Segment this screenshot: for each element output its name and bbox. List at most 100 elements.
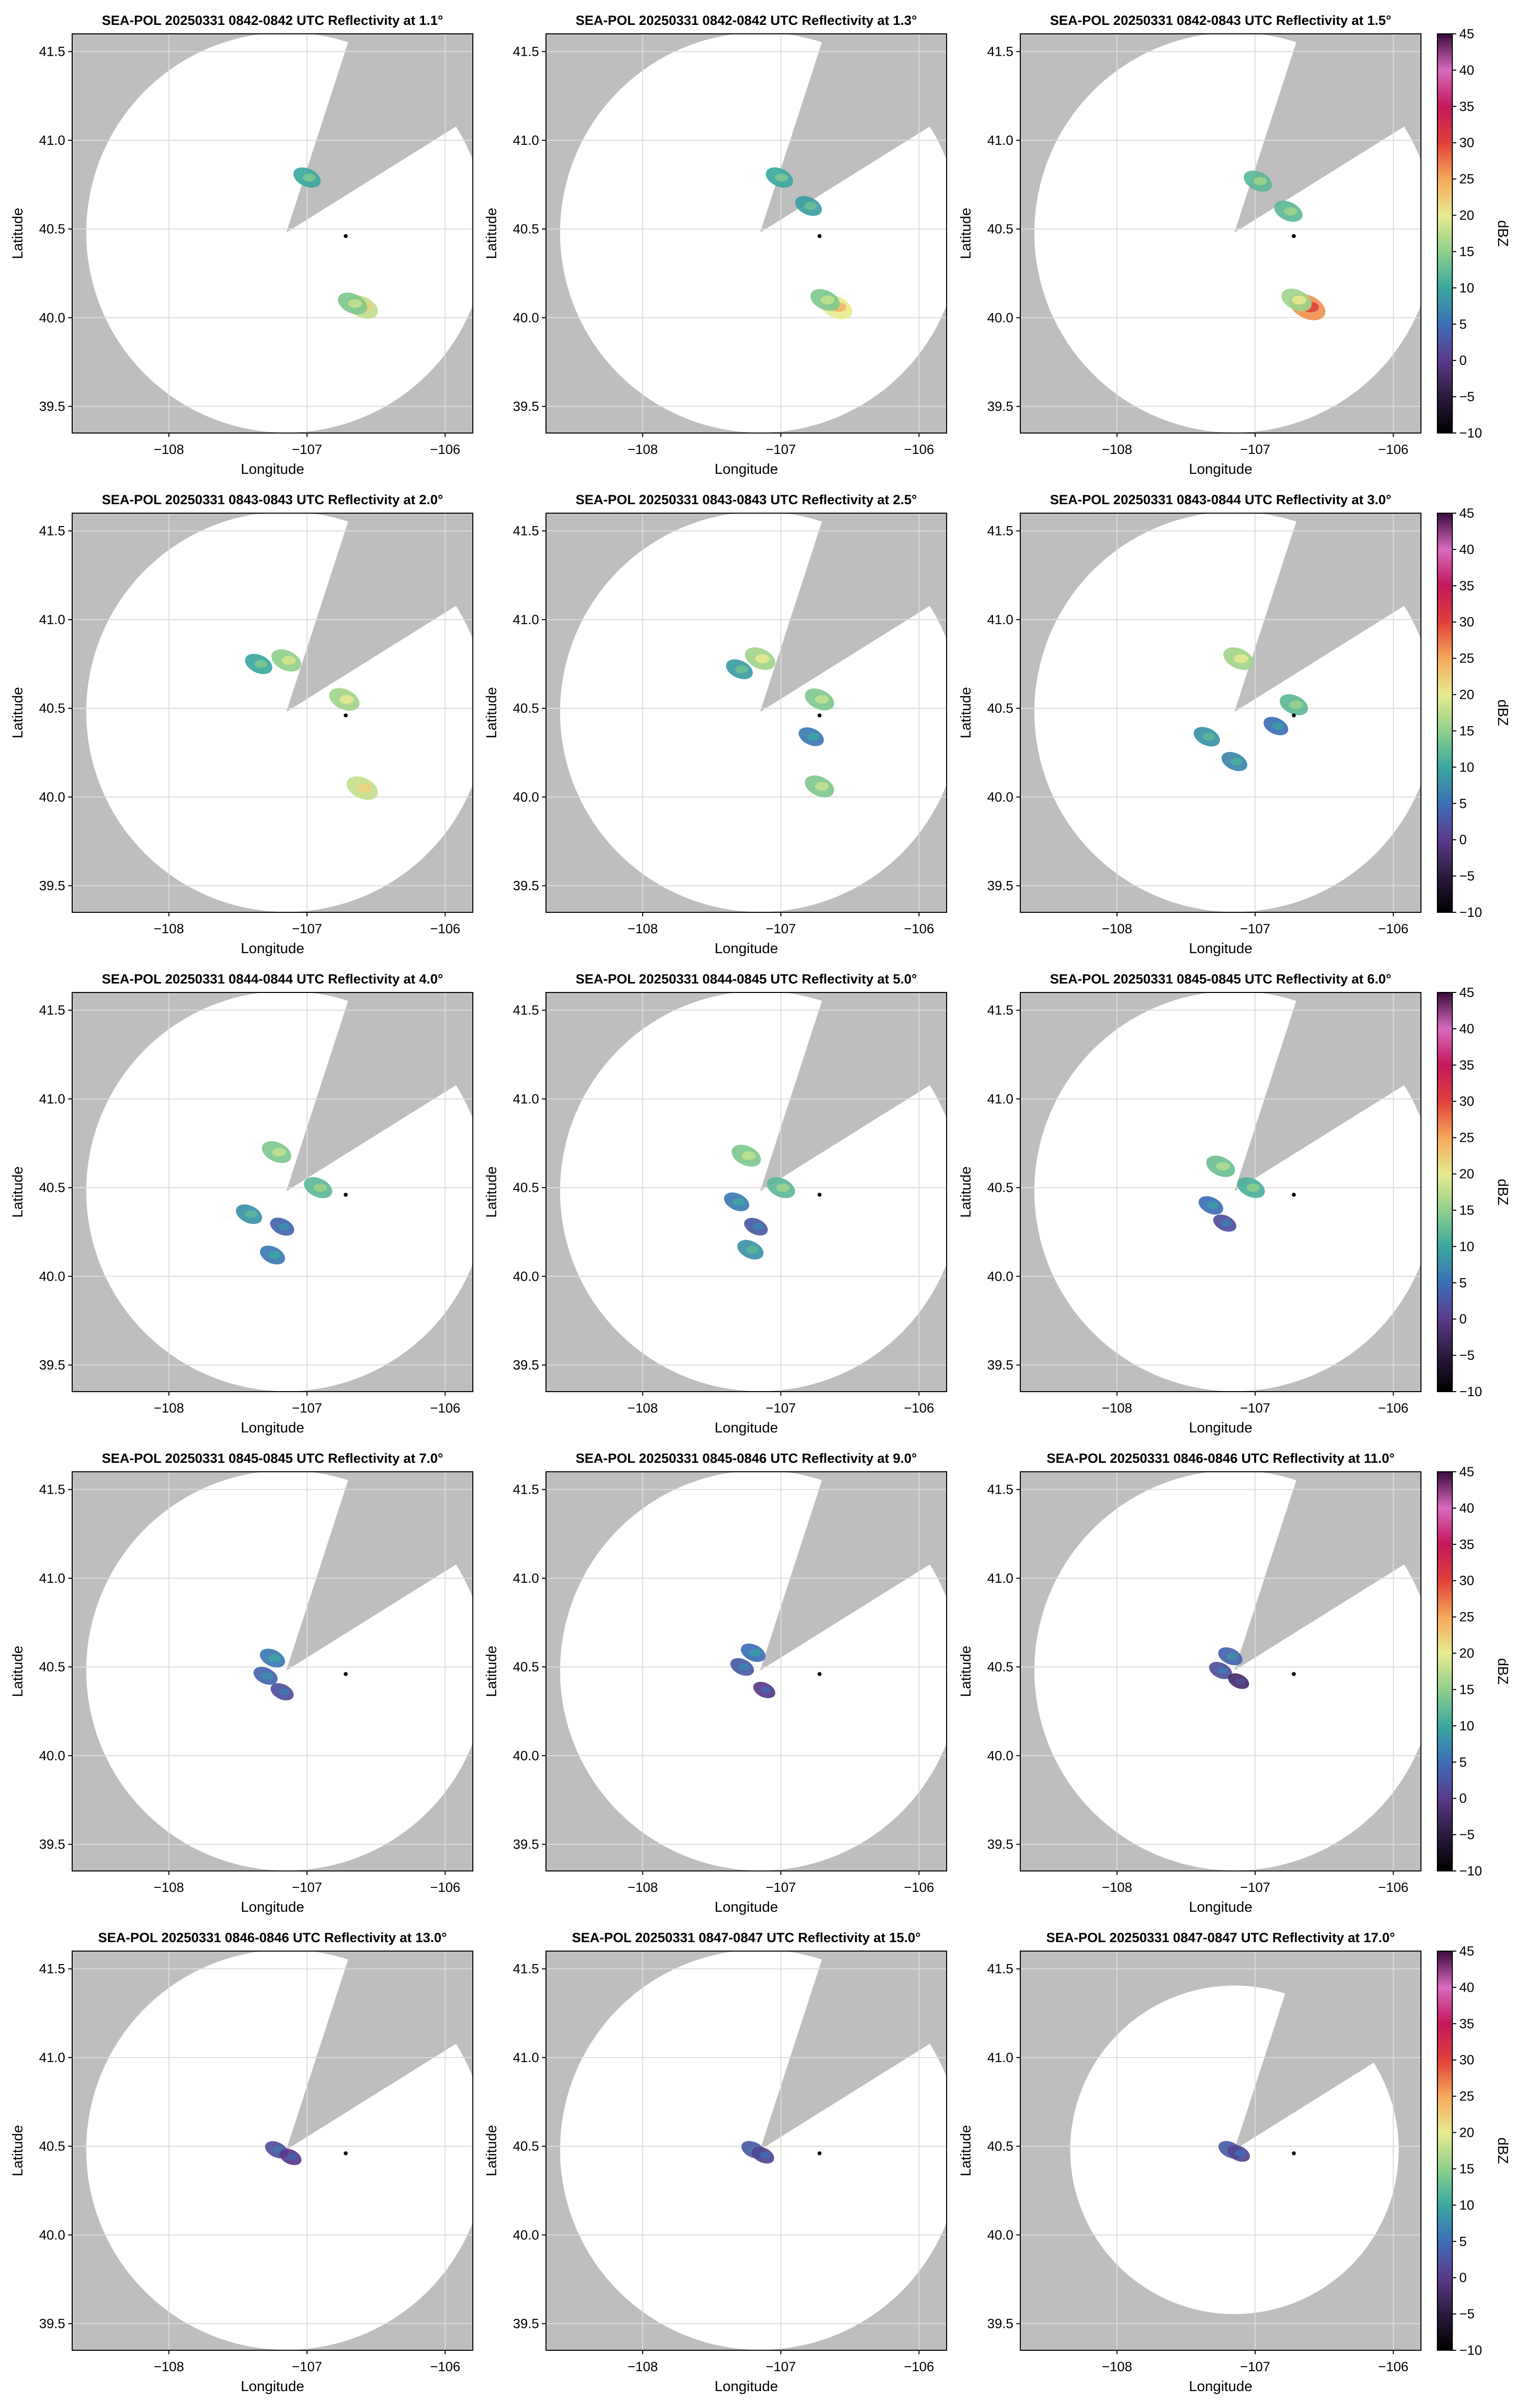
site-marker: [817, 1672, 822, 1676]
y-axis-label: Latitude: [484, 1166, 500, 1217]
x-axis-label: Longitude: [1189, 1420, 1252, 1436]
y-tick-label: 39.5: [39, 2316, 65, 2331]
y-tick-label: 40.0: [987, 2227, 1013, 2242]
colorbar: 45 40 35 30 25 20 15 10 5 0 −5 −10 dBZ: [1437, 506, 1511, 920]
y-tick-label: 39.5: [513, 399, 539, 414]
x-axis-label: Longitude: [1189, 941, 1252, 957]
colorbar-tick-label: 0: [1459, 832, 1467, 847]
y-axis-label: Latitude: [958, 208, 974, 259]
colorbar-tick-label: −10: [1459, 1384, 1482, 1399]
reflectivity-echo-core: [278, 1223, 290, 1230]
x-tick-label: −106: [430, 1880, 460, 1895]
colorbar-label: dBZ: [1495, 1179, 1511, 1205]
panel-title: SEA-POL 20250331 0844-0845 UTC Reflectiv…: [576, 972, 917, 986]
reflectivity-echo-core: [314, 1183, 327, 1192]
y-tick-label: 40.0: [987, 1269, 1013, 1284]
reflectivity-echo-core: [735, 665, 748, 673]
reflectivity-echo-core: [804, 202, 817, 210]
reflectivity-echo-core: [1216, 1162, 1230, 1171]
colorbar: 45 40 35 30 25 20 15 10 5 0 −5 −10 dBZ: [1437, 26, 1511, 440]
plot-frame: [1020, 1471, 1421, 1871]
colorbar-tick-label: 10: [1459, 280, 1474, 295]
panel-title: SEA-POL 20250331 0844-0844 UTC Reflectiv…: [102, 972, 443, 986]
reflectivity-echo-core: [1221, 1219, 1232, 1227]
colorbar-label: dBZ: [1495, 220, 1511, 246]
colorbar-tick-label: 35: [1459, 99, 1474, 114]
reflectivity-echo-core: [815, 782, 829, 791]
radar-panel: −108 −107 −106 41.5 41.0 40.5 40.0 39.5 SEA-POL …: [10, 492, 473, 957]
reflectivity-echo-core: [1226, 1652, 1238, 1660]
x-tick-label: −108: [628, 921, 658, 936]
panel-title: SEA-POL 20250331 0842-0842 UTC Reflectiv…: [102, 13, 443, 28]
x-tick-label: −108: [1102, 1401, 1132, 1416]
radar-coverage-sector: [1034, 513, 1421, 912]
x-tick-label: −106: [1378, 442, 1409, 457]
radar-panel: −108 −107 −106 41.5 41.0 40.5 40.0 39.5 SEA-POL …: [958, 1451, 1421, 1915]
colorbar-tick-label: 40: [1459, 1021, 1474, 1036]
y-tick-label: 40.5: [39, 2139, 65, 2154]
colorbar-tick-label: 0: [1459, 1312, 1467, 1326]
y-axis-label: Latitude: [10, 208, 26, 259]
reflectivity-echo-core: [755, 654, 770, 663]
reflectivity-echo-core: [268, 1654, 281, 1662]
reflectivity-echo-core: [1253, 177, 1267, 186]
y-tick-label: 40.5: [987, 2139, 1013, 2154]
reflectivity-echo-core: [776, 1183, 790, 1192]
x-tick-label: −106: [904, 1401, 934, 1416]
y-tick-label: 39.5: [987, 878, 1013, 893]
x-axis-label: Longitude: [241, 941, 304, 957]
y-tick-label: 39.5: [39, 878, 65, 893]
colorbar-tick-label: 5: [1459, 2234, 1467, 2249]
x-tick-label: −107: [765, 1880, 796, 1895]
colorbar-tick-label: 0: [1459, 2270, 1467, 2285]
colorbar-tick-label: 40: [1459, 1501, 1474, 1516]
radar-panel: −108 −107 −106 41.5 41.0 40.5 40.0 39.5 SEA-POL …: [10, 13, 473, 477]
y-tick-label: 41.5: [513, 1482, 539, 1497]
x-tick-label: −106: [430, 2359, 460, 2374]
x-axis-label: Longitude: [715, 2379, 778, 2395]
reflectivity-echo-core: [254, 659, 268, 668]
y-tick-label: 39.5: [513, 878, 539, 893]
reflectivity-echo-core: [1292, 295, 1306, 305]
plot-frame: [72, 992, 473, 1392]
x-tick-label: −108: [154, 442, 184, 457]
reflectivity-echo-core: [760, 1686, 771, 1693]
y-tick-label: 41.0: [987, 1092, 1013, 1106]
colorbar-tick-label: 30: [1459, 135, 1474, 150]
x-tick-label: −108: [1102, 921, 1132, 936]
reflectivity-echo-core: [759, 2152, 770, 2159]
reflectivity-echo-core: [348, 299, 362, 308]
panel-title: SEA-POL 20250331 0843-0843 UTC Reflectiv…: [576, 492, 917, 507]
y-tick-label: 40.0: [39, 789, 65, 804]
x-tick-label: −108: [1102, 442, 1132, 457]
x-tick-label: −107: [765, 921, 796, 936]
y-tick-label: 39.5: [39, 1837, 65, 1852]
colorbar-tick-label: 15: [1459, 2161, 1474, 2176]
y-tick-label: 40.5: [513, 1659, 539, 1674]
y-axis-label: Latitude: [10, 1645, 26, 1697]
colorbar-ramp: [1437, 992, 1453, 1392]
colorbar-tick-label: 45: [1459, 1944, 1474, 1959]
y-axis-label: Latitude: [958, 687, 974, 738]
y-tick-label: 40.5: [39, 1180, 65, 1195]
y-tick-label: 40.5: [513, 1180, 539, 1195]
y-tick-label: 40.0: [513, 2227, 539, 2242]
y-tick-label: 39.5: [987, 1837, 1013, 1852]
y-tick-label: 41.0: [987, 133, 1013, 148]
y-tick-label: 41.5: [513, 1962, 539, 1976]
x-axis-label: Longitude: [715, 461, 778, 477]
x-tick-label: −107: [292, 442, 322, 457]
x-tick-label: −107: [292, 921, 322, 936]
x-tick-label: −108: [628, 1880, 658, 1895]
colorbar: 45 40 35 30 25 20 15 10 5 0 −5 −10 dBZ: [1437, 1464, 1511, 1878]
y-tick-label: 41.0: [39, 2050, 65, 2065]
colorbar-tick-label: −10: [1459, 1863, 1482, 1878]
x-tick-label: −108: [154, 1880, 184, 1895]
colorbar-tick-label: 30: [1459, 615, 1474, 630]
radar-coverage-sector: [86, 34, 473, 433]
reflectivity-echo-core: [807, 733, 820, 741]
x-tick-label: −107: [1240, 921, 1270, 936]
y-axis-label: Latitude: [10, 687, 26, 738]
colorbar-tick-label: 25: [1459, 1130, 1474, 1145]
colorbar-ramp: [1437, 33, 1453, 434]
